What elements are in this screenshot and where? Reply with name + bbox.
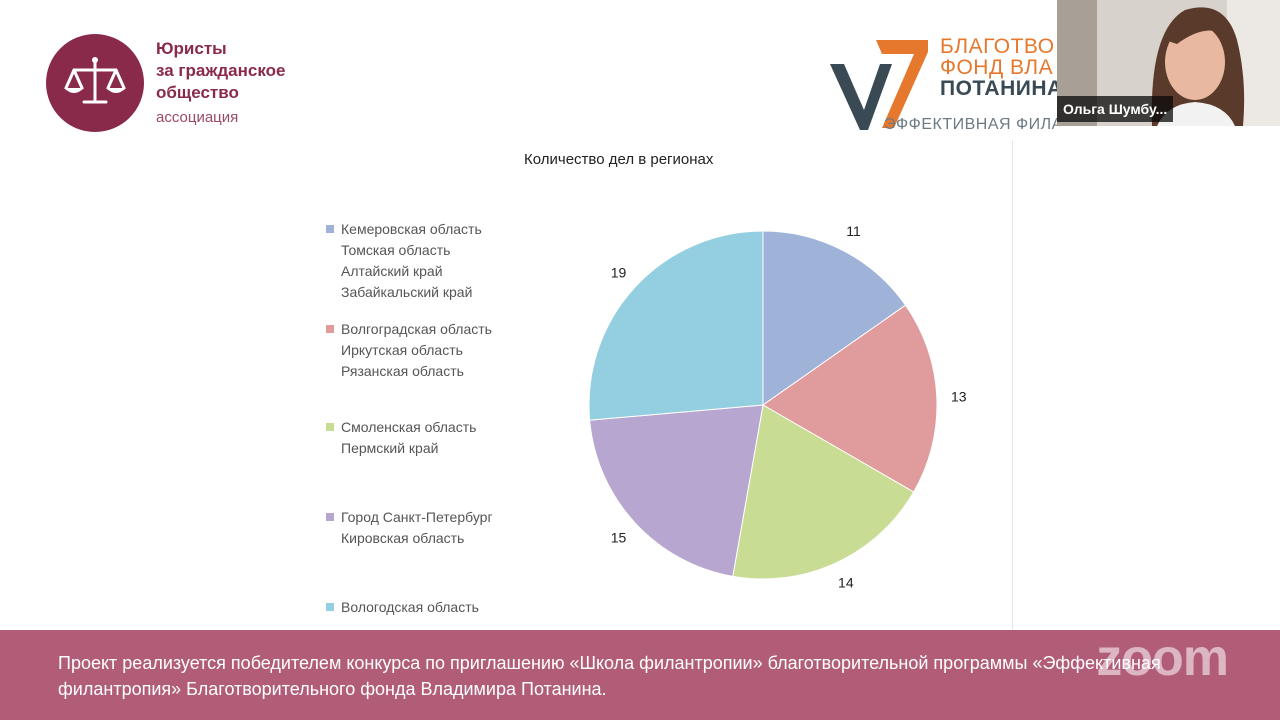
zoom-watermark: zoom [1096,629,1229,687]
pie-slice [589,404,764,577]
pie-data-label: 13 [951,388,967,404]
legend-line: Алтайский край [341,263,443,279]
slide-footer: Проект реализуется победителем конкурса … [0,629,1280,720]
org-name-line: Юристы [156,39,227,58]
legend-line: Город Санкт-Петербург [341,509,493,525]
legend-line: Забайкальский край [341,284,473,300]
legend-swatch [326,603,334,611]
legend-label: Кемеровская область Томская область Алта… [341,219,482,303]
org-name: Юристы за гражданское общество ассоциаци… [156,38,336,128]
org-name-line: общество [156,83,239,102]
legend-swatch [326,225,334,233]
org-name-line: за гражданское [156,61,286,80]
pie-slice [762,230,907,406]
legend-label: Вологодская область [341,597,479,618]
slide-divider [1012,140,1013,630]
legend-line: Волгоградская область [341,321,492,337]
legend-line: Пермский край [341,440,439,456]
pie-slice [588,230,764,421]
pie-data-label: 11 [846,223,861,239]
legend-label: Смоленская область Пермский край [341,417,476,459]
fund-logo-text: БЛАГОТВО ФОНД ВЛА ПОТАНИНА [940,36,1060,99]
scales-icon [64,57,126,104]
fund-line: БЛАГОТВО [940,36,1055,58]
legend-line: Томская область [341,242,451,258]
legend-swatch [326,513,334,521]
pie-data-label: 19 [611,265,627,281]
pie-slice [762,304,938,493]
org-logo [46,34,144,132]
legend-label: Волгоградская область Иркутская область … [341,319,492,382]
legend-line: Смоленская область [341,419,477,435]
legend-swatch [326,423,334,431]
legend-line: Иркутская область [341,342,463,358]
fund-line: ФОНД ВЛА [940,56,1054,79]
pie-chart: 11 13 14 15 19 [588,223,967,591]
participant-name-tag: Ольга Шумбу... [1057,96,1174,122]
legend-line: Кемеровская область [341,221,482,237]
pie-data-label: 14 [838,575,854,591]
legend-line: Вологодская область [341,599,479,615]
fund-logo-mark [830,36,930,136]
legend-label: Город Санкт-Петербург Кировская область [341,507,493,549]
pie-data-label: 15 [611,529,627,545]
fund-line: ПОТАНИНА [940,77,1060,99]
footer-text: Проект реализуется победителем конкурса … [58,653,1161,699]
fund-tagline: ЭФФЕКТИВНАЯ ФИЛАНТРОПИЯ [884,116,1060,133]
pie-slice [732,404,915,580]
legend-swatch [326,325,334,333]
chart-title: Количество дел в регионах [524,151,714,168]
legend-line: Рязанская область [341,363,464,379]
org-subtitle: ассоциация [156,109,239,126]
legend-line: Кировская область [341,530,465,546]
